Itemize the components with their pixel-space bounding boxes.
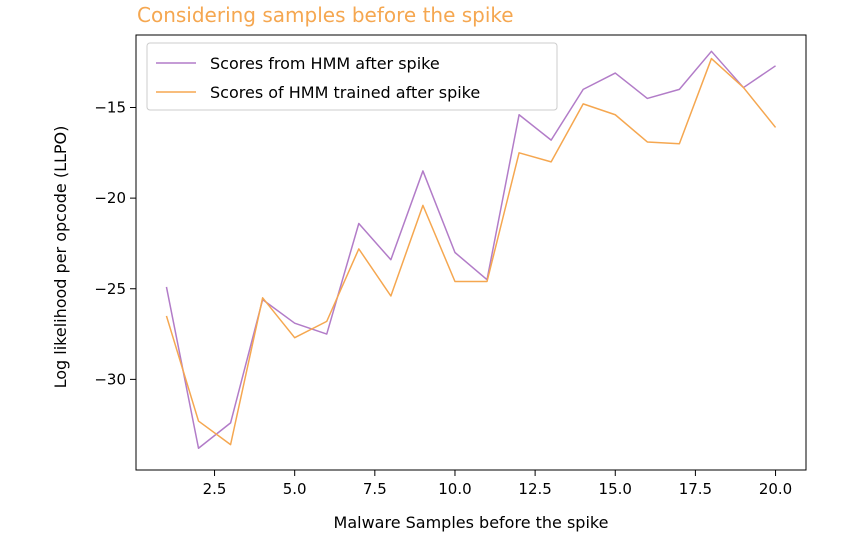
y-tick-label: −25 <box>94 280 126 298</box>
x-tick-label: 10.0 <box>438 480 471 498</box>
x-axis-ticks: 2.5 5.0 7.5 10.0 12.5 15.0 17.5 20.0 <box>203 470 792 498</box>
series-line-hmm-trained-after-spike <box>165 57 777 446</box>
x-tick-label: 7.5 <box>363 480 387 498</box>
legend-label-hmm-after-spike: Scores from HMM after spike <box>210 54 440 73</box>
plot-area: 2.5 5.0 7.5 10.0 12.5 15.0 17.5 20.0 −30−25−20−… <box>94 34 807 498</box>
chart-title: Considering samples before the spike <box>137 3 514 27</box>
y-tick-label: −20 <box>94 189 126 207</box>
legend: Scores from HMM after spike Scores of HM… <box>146 42 558 111</box>
y-axis-label: Log likelihood per opcode (LLPO) <box>51 126 70 389</box>
y-tick-label: −15 <box>94 99 126 117</box>
axes-frame <box>135 34 807 471</box>
y-axis-ticks: −30 −25 −20 −15 <box>94 99 136 388</box>
x-tick-label: 15.0 <box>599 480 632 498</box>
y-tick-label: −30 <box>94 370 126 388</box>
x-tick-label: 5.0 <box>283 480 307 498</box>
x-tick-label: 12.5 <box>518 480 551 498</box>
legend-box <box>146 42 558 111</box>
series-line-hmm-after-spike <box>165 50 776 449</box>
x-tick-label: 17.5 <box>679 480 712 498</box>
x-tick-label: 2.5 <box>203 480 227 498</box>
x-tick-label: 20.0 <box>759 480 792 498</box>
legend-label-hmm-trained-after-spike: Scores of HMM trained after spike <box>210 83 480 102</box>
x-axis-label: Malware Samples before the spike <box>334 513 609 532</box>
series-layer <box>165 50 777 449</box>
